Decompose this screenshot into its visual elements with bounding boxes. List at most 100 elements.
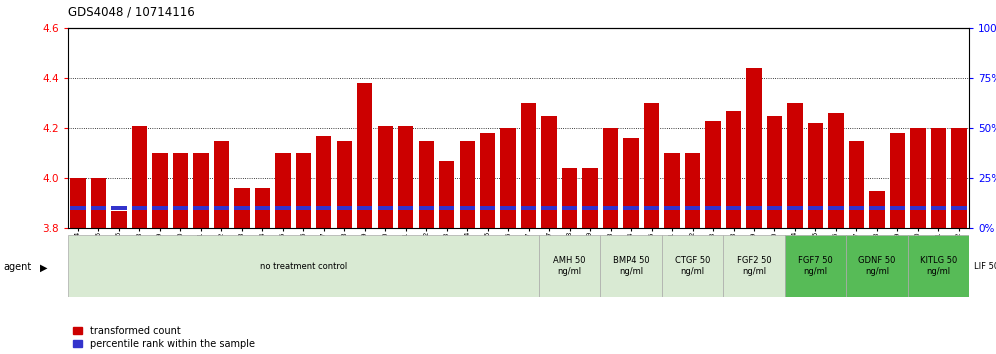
Bar [234, 206, 250, 210]
Bar [439, 206, 454, 210]
Bar [316, 136, 332, 228]
Bar [542, 116, 557, 228]
Bar [623, 138, 638, 228]
Bar [214, 141, 229, 228]
Bar [930, 129, 946, 228]
Bar [112, 211, 126, 228]
Bar [685, 153, 700, 228]
Bar [68, 235, 539, 297]
Text: LIF 50 ng/ml: LIF 50 ng/ml [974, 262, 996, 271]
Bar [910, 206, 925, 210]
Bar [870, 206, 884, 210]
Bar [398, 126, 413, 228]
Bar [521, 206, 536, 210]
Bar [603, 129, 619, 228]
Bar [808, 123, 823, 228]
Bar [172, 206, 188, 210]
Bar [601, 235, 661, 297]
Bar [275, 153, 291, 228]
Bar [767, 116, 782, 228]
Text: agent: agent [3, 262, 31, 272]
Bar [849, 141, 865, 228]
Bar [562, 206, 578, 210]
Bar [969, 235, 996, 297]
Legend: transformed count, percentile rank within the sample: transformed count, percentile rank withi… [73, 326, 255, 349]
Bar [643, 103, 659, 228]
Bar [358, 206, 373, 210]
Bar [377, 206, 393, 210]
Bar [829, 206, 844, 210]
Bar [685, 206, 700, 210]
Bar [661, 235, 723, 297]
Bar [418, 206, 434, 210]
Bar [255, 206, 270, 210]
Bar [377, 126, 393, 228]
Bar [91, 206, 107, 210]
Bar [787, 206, 803, 210]
Bar [870, 191, 884, 228]
Bar [910, 129, 925, 228]
Bar [91, 178, 107, 228]
Text: FGF2 50
ng/ml: FGF2 50 ng/ml [737, 256, 771, 276]
Bar [829, 113, 844, 228]
Bar [542, 206, 557, 210]
Bar [664, 206, 679, 210]
Bar [889, 133, 905, 228]
Bar [501, 129, 516, 228]
Bar [439, 161, 454, 228]
Text: no treatment control: no treatment control [260, 262, 347, 271]
Bar [664, 153, 679, 228]
Bar [726, 111, 741, 228]
Bar [583, 206, 598, 210]
Bar [480, 206, 495, 210]
Bar [787, 103, 803, 228]
Bar [459, 141, 475, 228]
Bar [539, 235, 601, 297]
Bar [705, 121, 721, 228]
Bar [889, 206, 905, 210]
Text: KITLG 50
ng/ml: KITLG 50 ng/ml [919, 256, 957, 276]
Bar [358, 83, 373, 228]
Bar [623, 206, 638, 210]
Bar [930, 206, 946, 210]
Bar [214, 206, 229, 210]
Bar [746, 68, 762, 228]
Bar [705, 206, 721, 210]
Text: FGF7 50
ng/ml: FGF7 50 ng/ml [798, 256, 833, 276]
Bar [418, 141, 434, 228]
Bar [152, 153, 167, 228]
Bar [152, 206, 167, 210]
Bar [562, 169, 578, 228]
Bar [71, 178, 86, 228]
Bar [723, 235, 785, 297]
Bar [337, 206, 352, 210]
Bar [907, 235, 969, 297]
Bar [275, 206, 291, 210]
Bar [521, 103, 536, 228]
Bar [112, 206, 126, 210]
Bar [337, 141, 352, 228]
Bar [767, 206, 782, 210]
Bar [808, 206, 823, 210]
Text: CTGF 50
ng/ml: CTGF 50 ng/ml [675, 256, 710, 276]
Bar [193, 206, 208, 210]
Bar [583, 169, 598, 228]
Text: GDNF 50
ng/ml: GDNF 50 ng/ml [859, 256, 895, 276]
Bar [234, 188, 250, 228]
Bar [726, 206, 741, 210]
Text: GDS4048 / 10714116: GDS4048 / 10714116 [68, 5, 194, 18]
Bar [71, 206, 86, 210]
Bar [131, 206, 147, 210]
Text: BMP4 50
ng/ml: BMP4 50 ng/ml [613, 256, 649, 276]
Bar [951, 129, 966, 228]
Bar [847, 235, 907, 297]
Bar [785, 235, 847, 297]
Bar [398, 206, 413, 210]
Bar [459, 206, 475, 210]
Bar [643, 206, 659, 210]
Bar [603, 206, 619, 210]
Bar [951, 206, 966, 210]
Bar [296, 206, 311, 210]
Text: AMH 50
ng/ml: AMH 50 ng/ml [554, 256, 586, 276]
Bar [501, 206, 516, 210]
